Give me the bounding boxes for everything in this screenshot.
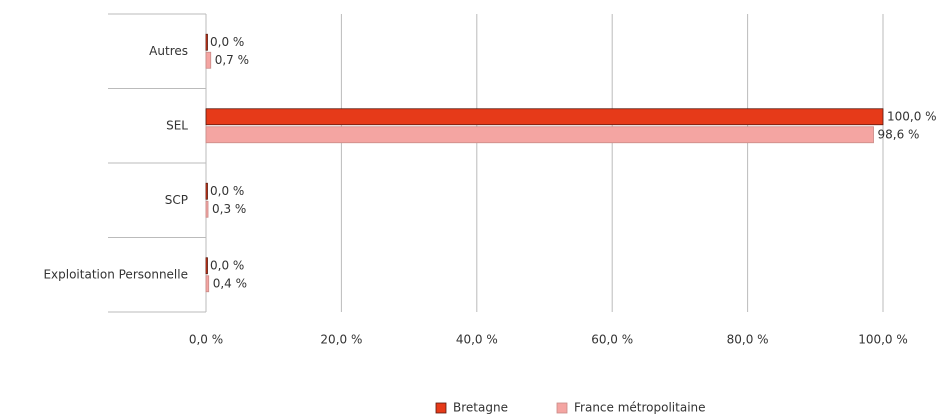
bar <box>205 126 874 144</box>
y-tick-label: Exploitation Personnelle <box>43 267 188 281</box>
bar <box>205 200 209 218</box>
value-label: 98,6 % <box>878 127 920 141</box>
x-tick-label: 100,0 % <box>858 333 908 347</box>
value-label: 0,3 % <box>212 202 246 216</box>
value-label: 0,0 % <box>210 258 244 272</box>
legend-label: Bretagne <box>453 401 508 415</box>
bar <box>205 33 208 51</box>
x-tick-label: 40,0 % <box>456 333 498 347</box>
bar <box>205 51 212 69</box>
value-label: 100,0 % <box>887 109 937 123</box>
x-tick-label: 20,0 % <box>320 333 362 347</box>
legend-swatch <box>556 402 568 414</box>
x-tick-label: 60,0 % <box>591 333 633 347</box>
legend-swatch <box>435 402 447 414</box>
value-label: 0,7 % <box>215 53 249 67</box>
value-label: 0,4 % <box>213 276 247 290</box>
y-tick-label: SEL <box>166 118 188 132</box>
bar <box>205 257 208 275</box>
bar <box>205 108 884 126</box>
bar <box>205 182 208 200</box>
value-label: 0,0 % <box>210 35 244 49</box>
y-tick-label: SCP <box>165 193 188 207</box>
legend-label: France métropolitaine <box>574 401 706 415</box>
bar <box>205 275 210 293</box>
x-tick-label: 80,0 % <box>727 333 769 347</box>
x-tick-label: 0,0 % <box>189 333 223 347</box>
value-label: 0,0 % <box>210 184 244 198</box>
y-tick-label: Autres <box>149 44 188 58</box>
